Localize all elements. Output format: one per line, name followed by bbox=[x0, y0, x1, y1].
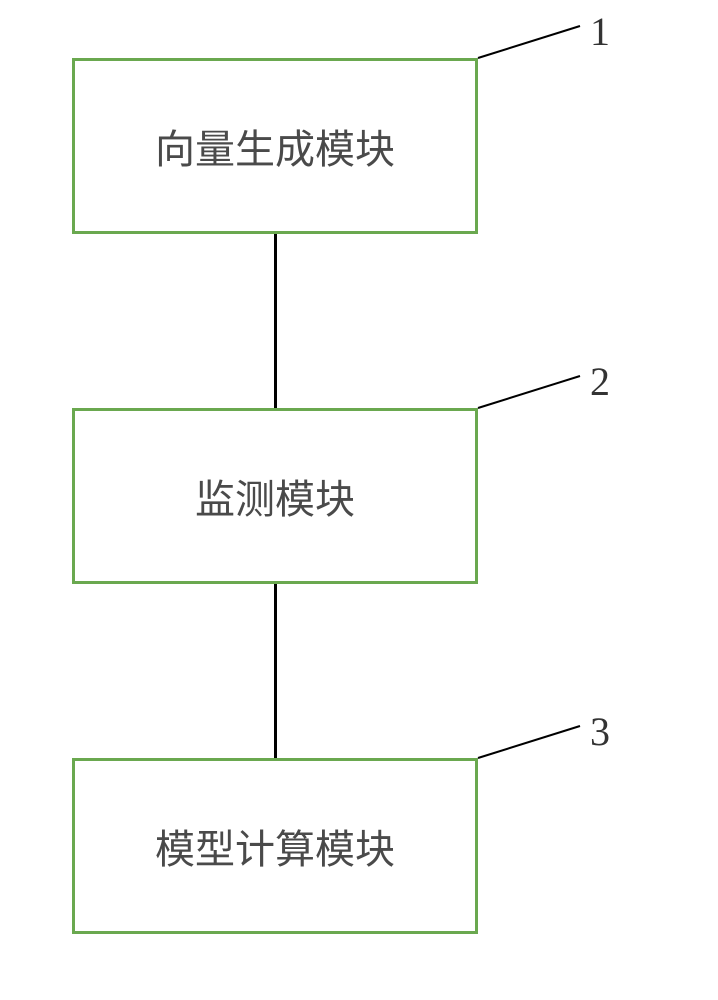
number-label-1: 1 bbox=[590, 8, 610, 55]
number-label-3: 3 bbox=[590, 708, 610, 755]
leader-line-1 bbox=[478, 26, 580, 58]
block-model-calculation: 模型计算模块 bbox=[72, 758, 478, 934]
block-monitoring: 监测模块 bbox=[72, 408, 478, 584]
number-label-2: 2 bbox=[590, 358, 610, 405]
leader-line-2 bbox=[478, 376, 580, 408]
block-label: 向量生成模块 bbox=[155, 117, 395, 175]
block-label: 模型计算模块 bbox=[155, 817, 395, 875]
connector-1-to-2 bbox=[274, 234, 277, 408]
block-label: 监测模块 bbox=[195, 467, 355, 525]
connector-2-to-3 bbox=[274, 584, 277, 758]
block-vector-generation: 向量生成模块 bbox=[72, 58, 478, 234]
leader-line-3 bbox=[478, 726, 580, 758]
diagram-canvas: 向量生成模块 监测模块 模型计算模块 1 2 3 bbox=[0, 0, 718, 1000]
